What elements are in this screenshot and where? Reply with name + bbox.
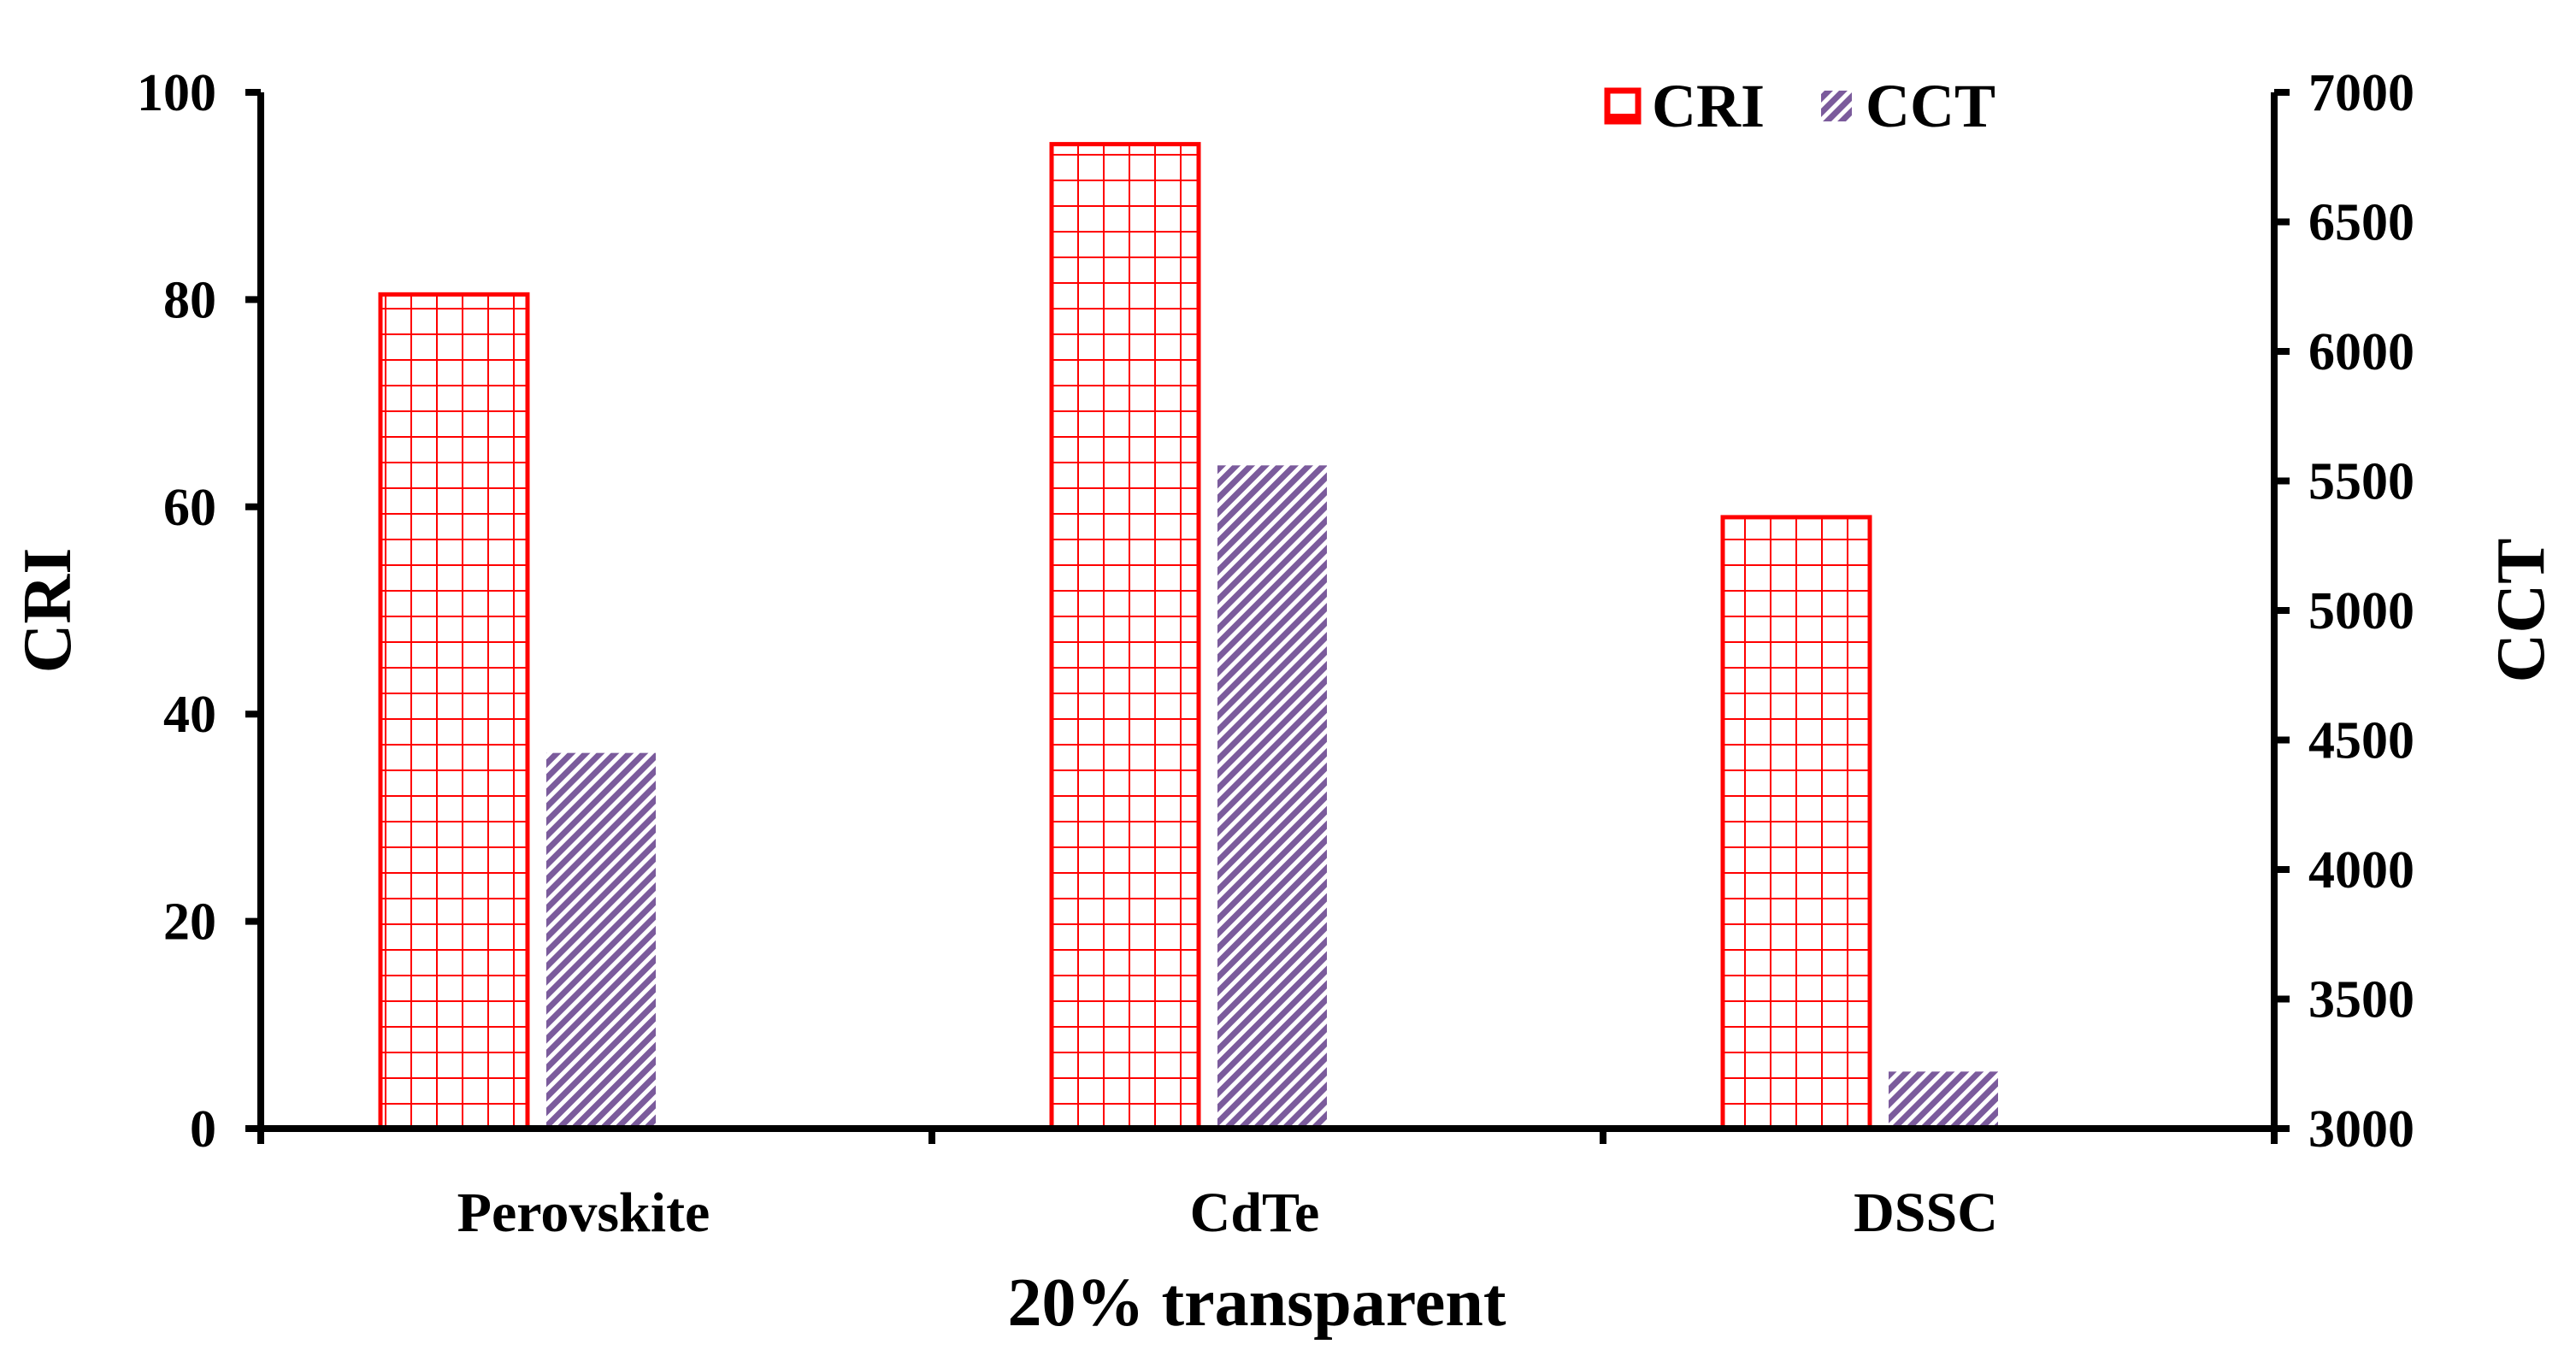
left-tick-label: 20 <box>163 893 216 952</box>
bar-cct-perovskite <box>546 752 656 1129</box>
bar-cct-dssc <box>1889 1071 1998 1129</box>
legend-label-cct: CCT <box>1866 72 1995 140</box>
right-y-axis-title: CCT <box>2484 539 2559 683</box>
left-tick-label: 0 <box>190 1100 216 1158</box>
left-y-axis-title: CRI <box>10 548 85 674</box>
left-tick-label: 100 <box>137 64 216 122</box>
legend-swatch-cct <box>1821 91 1852 121</box>
legend: CRI CCT <box>1604 72 1995 140</box>
category-label-perovskite: Perovskite <box>457 1182 710 1244</box>
left-tick-label: 60 <box>163 479 216 537</box>
ticks-layer: 0 20 40 60 80 100 3000 3500 4000 4500 5000 5500 6000… <box>137 64 2414 1158</box>
right-tick-label: 3000 <box>2308 1100 2414 1158</box>
right-tick-label: 7000 <box>2308 64 2414 122</box>
bar-cri-dssc <box>1720 515 1872 1131</box>
right-tick-label: 6500 <box>2308 194 2414 252</box>
bar-cct-cdte <box>1217 465 1327 1129</box>
left-tick-label: 40 <box>163 686 216 744</box>
bar-cri-perovskite <box>378 292 530 1131</box>
x-axis-title: 20% transparent <box>1008 1265 1506 1341</box>
right-tick-label: 5000 <box>2308 582 2414 640</box>
category-label-cdte: CdTe <box>1190 1182 1320 1244</box>
bar-cri-cdte <box>1049 142 1201 1131</box>
bars-layer <box>378 142 1998 1131</box>
left-tick-label: 80 <box>163 271 216 329</box>
right-tick-label: 6000 <box>2308 323 2414 381</box>
legend-label-cri: CRI <box>1652 72 1765 140</box>
right-tick-label: 4000 <box>2308 841 2414 899</box>
right-tick-label: 4500 <box>2308 712 2414 770</box>
right-tick-label: 3500 <box>2308 971 2414 1029</box>
category-label-dssc: DSSC <box>1854 1182 1998 1244</box>
right-tick-label: 5500 <box>2308 453 2414 511</box>
